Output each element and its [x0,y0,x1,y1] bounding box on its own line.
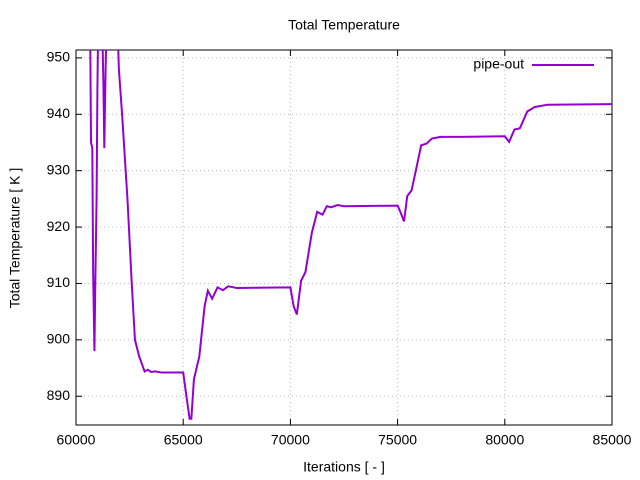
plot-frame [75,49,613,426]
y-tick-label: 900 [47,331,71,347]
x-tick-label: 70000 [271,432,310,448]
x-tick-label: 60000 [57,432,96,448]
y-tick-label: 940 [47,105,71,121]
x-tick-label: 65000 [164,432,203,448]
legend-label: pipe-out [473,56,524,72]
x-axis-label: Iterations [ - ] [303,459,385,475]
series-line [89,50,612,420]
chart-title: Total Temperature [288,17,400,33]
y-tick-label: 930 [47,161,71,177]
y-tick-label: 920 [47,218,71,234]
y-axis-label: Total Temperature [ K ] [7,168,23,309]
y-tick-label: 890 [47,387,71,403]
x-tick-label: 80000 [485,432,524,448]
y-tick-label: 910 [47,274,71,290]
plot-area [89,50,612,420]
x-tick-label: 85000 [593,432,632,448]
x-tick-label: 75000 [378,432,417,448]
y-tick-label: 950 [47,49,71,65]
